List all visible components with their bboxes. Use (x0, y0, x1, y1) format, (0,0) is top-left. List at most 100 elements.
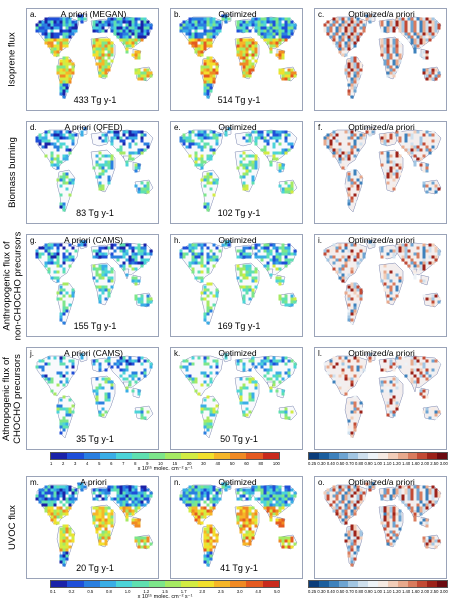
map-grid-cell (203, 425, 207, 429)
map-grid-cell (215, 365, 219, 369)
map-grid-cell (293, 74, 297, 78)
map-grid-cell (62, 172, 66, 176)
map-grid-cell (137, 518, 141, 522)
map-grid-cell (245, 154, 249, 158)
map-grid-cell (275, 246, 279, 250)
map-grid-cell (104, 44, 108, 48)
map-grid-cell (350, 142, 354, 146)
map-grid-cell (368, 353, 372, 357)
map-grid-cell (116, 258, 120, 262)
map-grid-cell (131, 44, 135, 48)
map-grid-cell (287, 368, 291, 372)
map-grid-cell (428, 38, 432, 42)
map-grid-cell (53, 133, 57, 137)
map-grid-cell (215, 500, 219, 504)
map-grid-cell (422, 494, 426, 498)
map-grid-cell (344, 53, 348, 57)
map-grid-cell (413, 26, 417, 30)
map-grid-cell (74, 133, 78, 137)
map-grid-cell (62, 178, 66, 182)
map-grid-cell (194, 377, 198, 381)
colorbar-swatch (213, 453, 231, 459)
map-grid-cell (131, 359, 135, 363)
map-grid-cell (332, 365, 336, 369)
map-grid-cell (269, 509, 273, 513)
map-grid-cell (347, 41, 351, 45)
map-grid-cell (98, 294, 102, 298)
map-grid-cell (434, 74, 438, 78)
map-grid-cell (251, 154, 255, 158)
map-grid-cell (389, 172, 393, 176)
map-grid-cell (203, 515, 207, 519)
map-grid-cell (425, 163, 429, 167)
map-grid-cell (101, 50, 105, 54)
map-grid-cell (95, 377, 99, 381)
map-grid-cell (203, 20, 207, 24)
map-panel: f. Optimized/a priori (314, 121, 447, 224)
map-grid-cell (47, 243, 51, 247)
map-grid-cell (395, 530, 399, 534)
map-grid-cell (104, 65, 108, 69)
map-grid-cell (353, 172, 357, 176)
map-grid-cell (122, 264, 126, 268)
map-grid-cell (131, 512, 135, 516)
map-grid-cell (392, 26, 396, 30)
map-grid-cell (353, 44, 357, 48)
map-grid-cell (209, 497, 213, 501)
map-grid-cell (245, 506, 249, 510)
map-grid-cell (59, 175, 63, 179)
map-grid-cell (212, 193, 216, 197)
map-grid-cell (206, 246, 210, 250)
map-grid-cell (326, 371, 330, 375)
map-grid-cell (215, 20, 219, 24)
map-grid-cell (359, 249, 363, 253)
map-grid-cell (383, 62, 387, 66)
map-grid-cell (284, 187, 288, 191)
map-grid-cell (395, 356, 399, 360)
map-grid-cell (197, 494, 201, 498)
map-grid-cell (407, 494, 411, 498)
world-map (35, 126, 154, 213)
map-grid-cell (356, 80, 360, 84)
map-grid-cell (362, 368, 366, 372)
map-grid-cell (251, 50, 255, 54)
map-grid-cell (347, 428, 351, 432)
map-grid-cell (242, 59, 246, 63)
map-grid-cell (212, 130, 216, 134)
map-grid-cell (68, 62, 72, 66)
map-grid-cell (332, 509, 336, 513)
map-grid-cell (281, 359, 285, 363)
map-grid-cell (200, 371, 204, 375)
map-grid-cell (248, 297, 252, 301)
map-grid-cell (263, 359, 267, 363)
map-grid-cell (191, 356, 195, 360)
map-grid-cell (38, 497, 42, 501)
map-grid-cell (416, 264, 420, 268)
map-grid-cell (200, 26, 204, 30)
map-grid-cell (179, 252, 183, 256)
map-grid-cell (143, 249, 147, 253)
map-grid-cell (68, 77, 72, 81)
map-grid-cell (353, 374, 357, 378)
map-grid-cell (386, 157, 390, 161)
map-grid-cell (347, 68, 351, 72)
map-grid-cell (356, 255, 360, 259)
map-grid-cell (425, 20, 429, 24)
map-grid-cell (59, 425, 63, 429)
map-grid-cell (407, 151, 411, 155)
map-grid-cell (68, 20, 72, 24)
map-grid-cell (425, 524, 429, 528)
map-grid-cell (107, 178, 111, 182)
map-grid-cell (182, 488, 186, 492)
map-grid-cell (209, 539, 213, 543)
map-grid-cell (110, 130, 114, 134)
map-grid-cell (404, 17, 408, 21)
map-grid-cell (251, 270, 255, 274)
map-grid-cell (356, 136, 360, 140)
map-grid-cell (422, 362, 426, 366)
map-grid-cell (203, 86, 207, 90)
map-grid-cell (287, 303, 291, 307)
map-grid-cell (119, 491, 123, 495)
map-grid-cell (62, 246, 66, 250)
map-grid-cell (419, 374, 423, 378)
